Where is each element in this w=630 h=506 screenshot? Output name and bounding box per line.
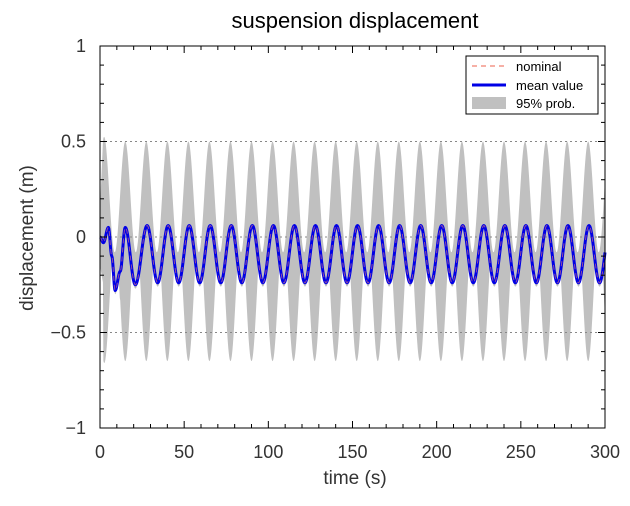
legend-mean-label: mean value: [516, 78, 583, 93]
x-tick-label: 200: [422, 442, 452, 462]
y-tick-label: 0: [76, 227, 86, 247]
legend-band-label: 95% prob.: [516, 96, 575, 111]
y-tick-label: 1: [76, 36, 86, 56]
x-tick-label: 250: [506, 442, 536, 462]
x-tick-label: 100: [253, 442, 283, 462]
y-tick-label: 0.5: [61, 132, 86, 152]
tick-layer: 0 50 100 150 200 250 300 −1 −0.5 0 0.5 1: [50, 36, 620, 462]
line-layer: [98, 224, 607, 292]
x-tick-label: 50: [174, 442, 194, 462]
legend-band-swatch: [472, 97, 506, 109]
y-axis-label: displacement (m): [17, 165, 38, 311]
series-nominal: [99, 224, 606, 292]
y-tick-label: −0.5: [50, 323, 86, 343]
y-tick-label: −1: [65, 418, 86, 438]
x-tick-label: 0: [95, 442, 105, 462]
grid-layer: [100, 141, 605, 333]
x-tick-label: 150: [337, 442, 367, 462]
legend: nominal mean value 95% prob.: [465, 55, 599, 115]
x-axis-label: time (s): [323, 468, 386, 489]
chart-title: suspension displacement: [231, 8, 478, 33]
legend-nominal-label: nominal: [516, 59, 562, 74]
x-tick-label: 300: [590, 442, 620, 462]
